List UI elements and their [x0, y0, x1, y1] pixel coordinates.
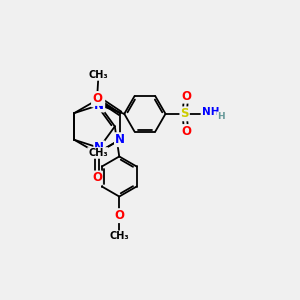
Text: S: S	[180, 107, 189, 120]
Text: N: N	[94, 141, 104, 154]
Text: CH₃: CH₃	[88, 148, 108, 158]
Text: N: N	[94, 98, 104, 112]
Text: O: O	[181, 125, 191, 138]
Text: O: O	[93, 92, 103, 105]
Text: O: O	[92, 172, 102, 184]
Text: N: N	[115, 133, 125, 146]
Text: NH: NH	[202, 107, 219, 117]
Text: N: N	[92, 93, 102, 106]
Text: CH₃: CH₃	[110, 231, 129, 241]
Text: CH₃: CH₃	[89, 70, 108, 80]
Text: H: H	[217, 112, 225, 121]
Text: O: O	[181, 90, 191, 103]
Text: O: O	[114, 209, 124, 222]
